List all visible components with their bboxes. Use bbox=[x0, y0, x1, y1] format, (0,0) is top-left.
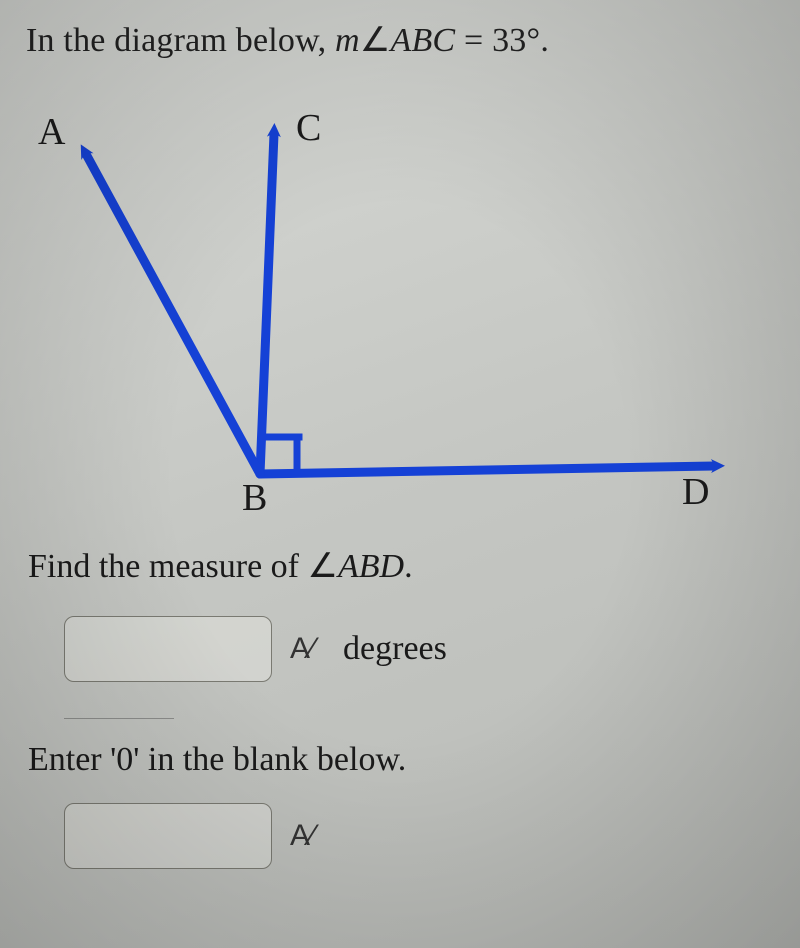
angle-abd: ABD bbox=[338, 548, 404, 585]
ray-bc bbox=[260, 134, 274, 474]
angle-value: 33 bbox=[492, 22, 526, 59]
question-text: Find the measure of ∠ABD. bbox=[26, 546, 780, 586]
label-c: C bbox=[296, 106, 321, 150]
prompt-prefix: In the diagram below, bbox=[26, 22, 335, 59]
right-angle-marker bbox=[261, 437, 299, 473]
ray-bd bbox=[260, 466, 714, 474]
angle-abc: ABC bbox=[391, 22, 456, 59]
m-var: m bbox=[335, 22, 360, 59]
ray-ba bbox=[86, 154, 260, 474]
degree-symbol: ° bbox=[527, 22, 541, 59]
answer-input-1[interactable] bbox=[64, 616, 272, 682]
problem-statement: In the diagram below, m∠ABC = 33°. bbox=[26, 20, 780, 60]
angle-symbol-2: ∠ bbox=[308, 548, 338, 585]
period-2: . bbox=[404, 548, 413, 585]
period-1: . bbox=[540, 22, 549, 59]
label-a: A bbox=[38, 110, 65, 154]
answer-input-2[interactable] bbox=[64, 803, 272, 869]
divider-line bbox=[64, 718, 174, 719]
question-prefix: Find the measure of bbox=[28, 548, 308, 585]
instr-suffix: in the blank below. bbox=[139, 741, 406, 778]
instr-quoted: '0' bbox=[110, 741, 139, 778]
unit-degrees: degrees bbox=[343, 630, 447, 668]
instr-prefix: Enter bbox=[28, 741, 110, 778]
equals: = bbox=[455, 22, 492, 59]
edit-icon-2: A⁄ bbox=[290, 819, 315, 853]
angle-symbol-1: ∠ bbox=[360, 22, 391, 59]
angle-diagram: A C B D bbox=[26, 70, 746, 540]
answer-row-2: A⁄ bbox=[26, 803, 780, 869]
answer-row-1: A⁄ degrees bbox=[26, 616, 780, 682]
instruction-text: Enter '0' in the blank below. bbox=[26, 741, 780, 779]
diagram-svg bbox=[26, 70, 746, 540]
edit-icon: A⁄ bbox=[290, 632, 315, 666]
label-b: B bbox=[242, 476, 267, 520]
label-d: D bbox=[682, 470, 709, 514]
